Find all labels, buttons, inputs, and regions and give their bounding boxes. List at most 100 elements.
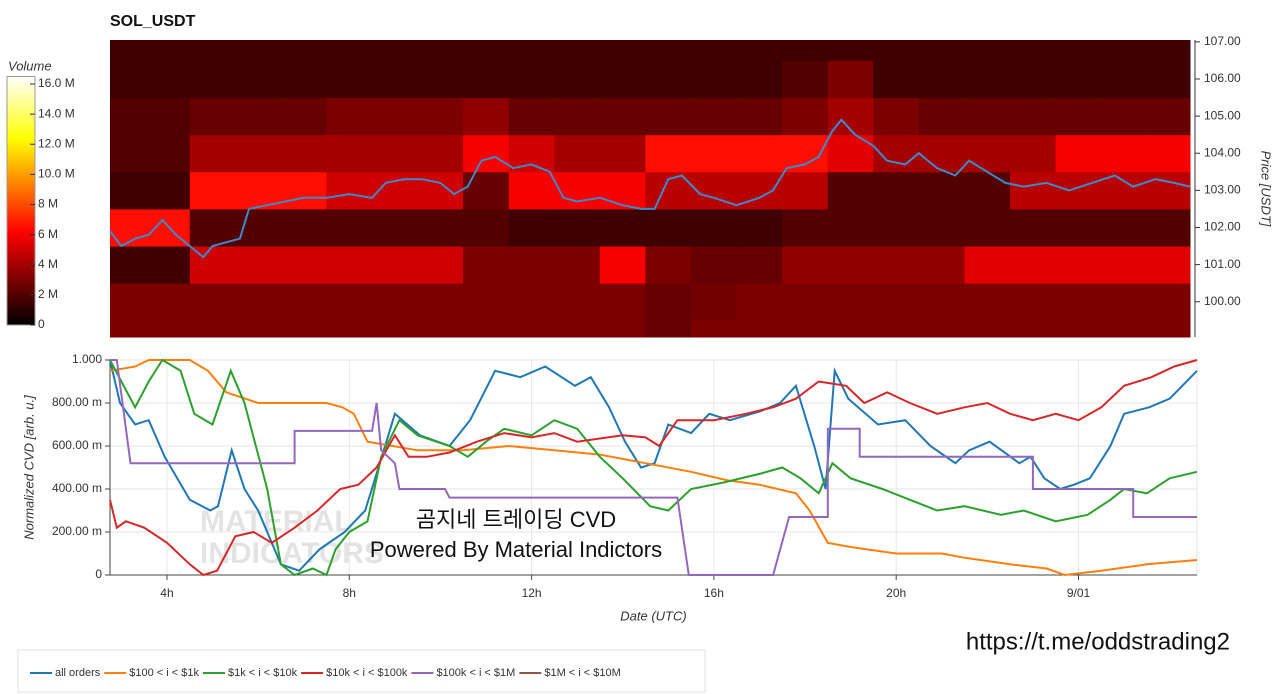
heatmap-cell	[827, 134, 874, 173]
heatmap-cell	[964, 208, 1011, 247]
heatmap-cell	[1101, 283, 1148, 321]
heatmap-cell	[827, 208, 874, 247]
heatmap-cell	[508, 40, 555, 61]
heatmap-cell	[508, 208, 555, 247]
heatmap-cell	[463, 208, 510, 247]
heatmap-cell	[235, 40, 282, 61]
heatmap-cell	[873, 208, 920, 247]
heatmap-cell	[1055, 60, 1102, 99]
x-axis-label: Date (UTC)	[620, 608, 686, 623]
legend-label: $10k < i < $100k	[326, 667, 408, 679]
heatmap-cell	[1010, 246, 1057, 284]
annotation: Powered By Material Indictors	[370, 537, 662, 562]
heatmap-cell	[964, 171, 1011, 210]
y-tick-label: 0	[95, 567, 102, 581]
heatmap-cell	[1010, 208, 1057, 247]
heatmap-cell	[1010, 171, 1057, 210]
y-tick-label: 200.00 m	[52, 524, 102, 538]
heatmap-cell	[691, 40, 738, 61]
heatmap-cell	[372, 60, 419, 99]
heatmap-cell	[372, 246, 419, 284]
annotation: 곰지네 트레이딩 CVD	[416, 507, 616, 532]
heatmap-cell	[508, 283, 555, 321]
heatmap-cell	[1101, 246, 1148, 284]
legend-label: $1k < i < $10k	[228, 667, 298, 679]
heatmap-cell	[189, 320, 236, 338]
y-tick-label: 1.000	[72, 352, 102, 366]
heatmap-cell	[508, 171, 555, 210]
x-tick-label: 20h	[886, 586, 906, 600]
heatmap-cell	[736, 283, 783, 321]
heatmap-cell	[691, 208, 738, 247]
heatmap-cell	[144, 283, 191, 321]
heatmap-cell	[827, 246, 874, 284]
heatmap-cell	[235, 97, 282, 136]
legend-label: all orders	[55, 667, 101, 679]
heatmap-cell	[918, 283, 965, 321]
heatmap-cell	[1146, 208, 1191, 247]
colorbar-tick-label: 14.0 M	[38, 106, 75, 120]
heatmap-cell	[873, 171, 920, 210]
heatmap-cell	[1146, 283, 1191, 321]
heatmap-cell	[508, 60, 555, 99]
colorbar-title: Volume	[8, 58, 52, 73]
colorbar-tick-label: 12.0 M	[38, 136, 75, 150]
heatmap-cell	[1055, 246, 1102, 284]
heatmap-cell	[691, 246, 738, 284]
heatmap-cell	[1055, 40, 1102, 61]
heatmap-cell	[964, 40, 1011, 61]
y-tick-label: 400.00 m	[52, 481, 102, 495]
colorbar-tick-label: 16.0 M	[38, 76, 75, 90]
heatmap-cell	[873, 97, 920, 136]
heatmap-cell	[1146, 97, 1191, 136]
heatmap-cell	[1146, 246, 1191, 284]
heatmap-cell	[645, 134, 692, 173]
heatmap-cell	[463, 97, 510, 136]
heatmap-cell	[417, 246, 464, 284]
heatmap-cell	[417, 283, 464, 321]
heatmap-cell	[782, 208, 829, 247]
heatmap-cell	[918, 320, 965, 338]
heatmap-cell	[1101, 97, 1148, 136]
heatmap-cell	[873, 283, 920, 321]
heatmap-cell	[645, 60, 692, 99]
heatmap-cell	[508, 320, 555, 338]
y-tick-label: 105.00	[1204, 108, 1241, 122]
heatmap-cell	[691, 283, 738, 321]
heatmap-cell	[1010, 320, 1057, 338]
heatmap-cell	[1055, 97, 1102, 136]
heatmap-cell	[417, 208, 464, 247]
heatmap-cell	[827, 320, 874, 338]
heatmap-cell	[827, 171, 874, 210]
heatmap-cell	[873, 246, 920, 284]
heatmap-cell	[326, 134, 373, 173]
heatmap-cell	[463, 320, 510, 338]
heatmap-cell	[280, 208, 327, 247]
heatmap-cell	[463, 60, 510, 99]
heatmap-cell	[144, 60, 191, 99]
heatmap-cell	[599, 171, 646, 210]
heatmap-cell	[235, 283, 282, 321]
y-tick-label: 103.00	[1204, 183, 1241, 197]
heatmap-cell	[782, 40, 829, 61]
heatmap-cell	[144, 171, 191, 210]
colorbar-tick-label: 6 M	[38, 227, 58, 241]
x-tick-label: 4h	[160, 586, 173, 600]
heatmap-cell	[918, 171, 965, 210]
cvd-line	[109, 359, 1198, 577]
heatmap-cell	[599, 320, 646, 338]
heatmap-cell	[508, 97, 555, 136]
chart-title: SOL_USDT	[110, 13, 196, 30]
heatmap-cell	[645, 320, 692, 338]
heatmap-cell	[144, 320, 191, 338]
heatmap-cell	[417, 134, 464, 173]
heatmap-cell	[235, 60, 282, 99]
heatmap-cell	[964, 283, 1011, 321]
heatmap-cell	[189, 97, 236, 136]
heatmap-cell	[1146, 134, 1191, 173]
heatmap-cell	[372, 283, 419, 321]
heatmap-cell	[918, 134, 965, 173]
heatmap-cell	[964, 60, 1011, 99]
y-tick-label: 106.00	[1204, 71, 1241, 85]
